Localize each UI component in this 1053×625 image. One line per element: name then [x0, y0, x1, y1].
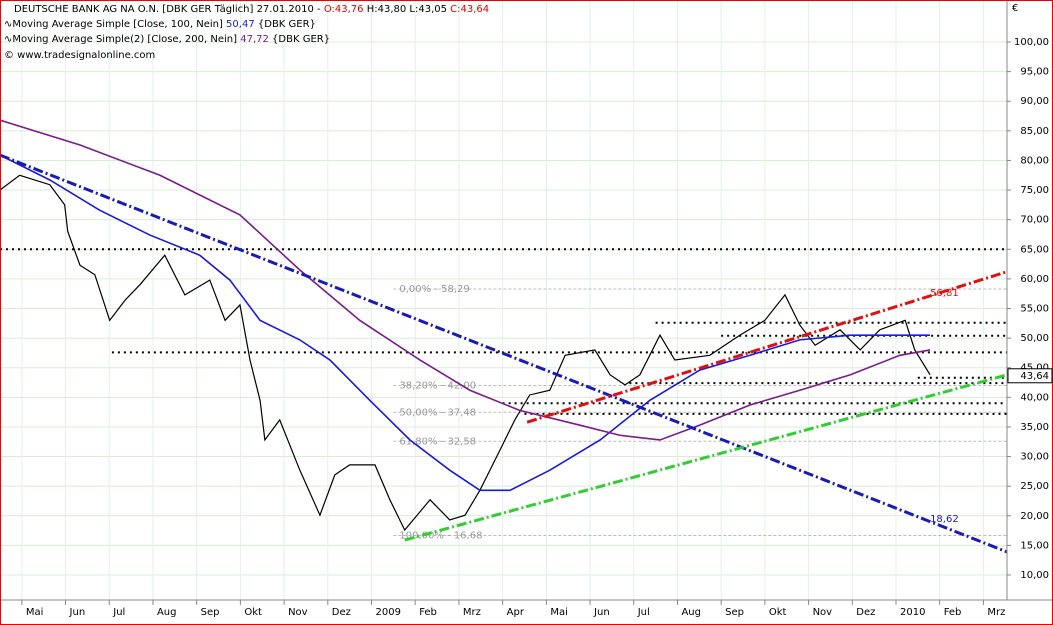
trendline-label: 18,62 [930, 514, 959, 525]
y-tick-label: 15,00 [1020, 540, 1049, 551]
x-tick-label: Aug [157, 607, 177, 618]
legend-ma200: ∿Moving Average Simple(2) [Close, 200, N… [4, 34, 330, 45]
x-tick-label: Dez [856, 607, 875, 618]
x-tick-label: Mrz [463, 607, 481, 618]
x-tick-label: Apr [507, 607, 525, 618]
y-tick-label: 95,00 [1020, 67, 1049, 78]
y-tick-label: 85,00 [1020, 126, 1049, 137]
y-tick-label: 25,00 [1020, 481, 1049, 492]
open: O:43,76 [324, 4, 364, 15]
y-tick-label: 45,00 [1020, 363, 1049, 374]
x-tick-label: Jul [637, 607, 650, 618]
legend-symbol: {DBK GER} [258, 19, 316, 30]
x-tick-label: Feb [944, 607, 962, 618]
header: DEUTSCHE BANK AG NA O.N. [DBK GER Täglic… [14, 4, 489, 15]
plot: 0,00% - 58,29 38,20% - 42,00 50,00% - 37,4… [0, 0, 1008, 600]
source: © www.tradesignalonline.com [4, 50, 155, 61]
title: DEUTSCHE BANK AG NA O.N. [DBK GER Täglic… [14, 4, 321, 15]
y-tick-label: 65,00 [1020, 244, 1049, 255]
y-tick-label: 55,00 [1020, 303, 1049, 314]
price-line [0, 174, 931, 532]
trendline [526, 270, 1008, 424]
x-tick-label: Sep [201, 607, 220, 618]
y-tick-label: 10,00 [1020, 570, 1049, 581]
legend-text: Moving Average Simple(2) [Close, 200, Ne… [12, 34, 237, 45]
y-tick-label: 90,00 [1020, 96, 1049, 107]
x-tick-label: Sep [725, 607, 744, 618]
y-tick-label: 20,00 [1020, 511, 1049, 522]
y-tick-label: 40,00 [1020, 392, 1049, 403]
fib-label: 0,00% - 58,29 [399, 284, 469, 295]
trendline [0, 153, 1008, 554]
close: C:43,64 [450, 4, 489, 15]
x-tick-label: Dez [332, 607, 351, 618]
y-tick-label: 30,00 [1020, 452, 1049, 463]
x-tick-label: Mai [26, 607, 44, 618]
x-tick-label: 2010 [900, 607, 925, 618]
trendline-label: 56,81 [930, 288, 959, 299]
x-tick-label: Nov [288, 607, 308, 618]
last-price-label: 43,64 [1020, 371, 1049, 382]
legend-symbol: {DBK GER} [272, 34, 330, 45]
fib-label: 61,80% - 32,58 [399, 436, 476, 447]
x-tick-label: Jun [593, 607, 610, 618]
legend-value: 47,72 [240, 34, 269, 45]
currency: € [1012, 3, 1018, 14]
x-tick-label: Aug [681, 607, 701, 618]
x-tick-label: Okt [244, 607, 262, 618]
x-tick-label: Jul [112, 607, 125, 618]
y-tick-label: 100,00 [1014, 37, 1049, 48]
ma-line [0, 154, 931, 492]
last-price-box [1007, 368, 1053, 384]
y-tick-label: 60,00 [1020, 274, 1049, 285]
y-tick-label: 70,00 [1020, 215, 1049, 226]
ma-line [0, 119, 931, 441]
legend-value: 50,47 [226, 19, 255, 30]
y-tick-label: 75,00 [1020, 185, 1049, 196]
x-tick-label: Feb [419, 607, 437, 618]
x-tick-label: Jun [69, 607, 86, 618]
hlc: H:43,80 L:43,05 [367, 4, 447, 15]
x-tick-label: Okt [769, 607, 787, 618]
y-tick-label: 35,00 [1020, 422, 1049, 433]
x-tick-label: 2009 [376, 607, 401, 618]
x-tick-label: Mai [550, 607, 568, 618]
y-tick-label: 80,00 [1020, 155, 1049, 166]
fib-label: 100,00% - 16,68 [399, 530, 482, 541]
fib-label: 50,00% - 37,48 [399, 407, 476, 418]
x-tick-label: Mrz [987, 607, 1005, 618]
fib-label: 38,20% - 42,00 [399, 380, 476, 391]
legend-ma100: ∿Moving Average Simple [Close, 100, Nein… [4, 19, 316, 30]
x-tick-label: Nov [813, 607, 833, 618]
legend-text: Moving Average Simple [Close, 100, Nein] [12, 19, 223, 30]
axis-panel [1007, 0, 1053, 625]
trendline [404, 373, 1008, 542]
y-tick-label: 50,00 [1020, 333, 1049, 344]
